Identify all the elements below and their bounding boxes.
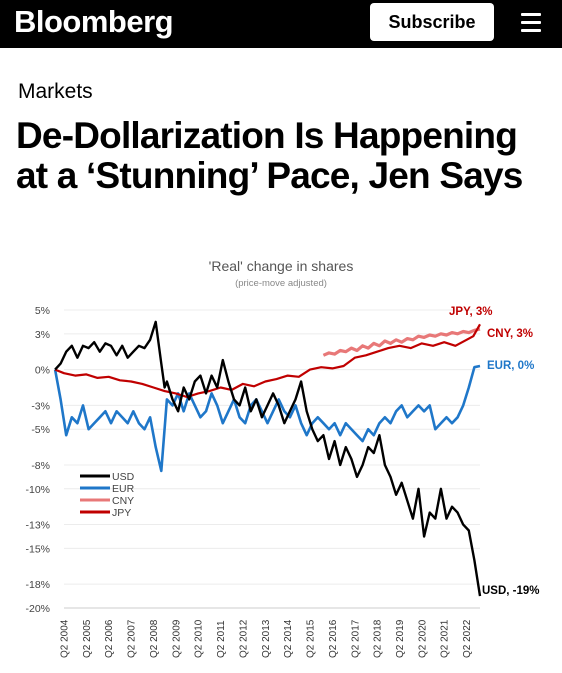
- y-tick-label: 3%: [35, 329, 50, 341]
- chart-container: 'Real' change in shares (price-move adju…: [0, 250, 562, 668]
- x-tick-label: Q2 2004: [60, 619, 71, 658]
- y-tick-label: -20%: [25, 603, 50, 615]
- series-end-labels: USD, -19% EUR, 0% CNY, 3% JPY, 3%: [449, 306, 540, 597]
- y-tick-label: 5%: [35, 305, 50, 317]
- x-tick-label: Q2 2012: [238, 619, 249, 658]
- x-tick-label: Q2 2007: [127, 619, 138, 658]
- x-tick-label: Q2 2009: [171, 619, 182, 658]
- y-axis-ticks: 5% 3% 0% -3% -5% -8% -10% -13% -15% -18% -20%: [25, 305, 50, 615]
- x-tick-label: Q2 2008: [149, 619, 160, 658]
- subscribe-button[interactable]: Subscribe: [370, 3, 494, 41]
- series-line-eur: [53, 364, 481, 473]
- series-line-usd: [54, 320, 482, 597]
- legend-label-eur: EUR: [112, 483, 135, 495]
- legend-label-jpy: JPY: [112, 507, 131, 519]
- x-tick-label: Q2 2013: [261, 619, 272, 658]
- x-tick-label: Q2 2018: [373, 619, 384, 658]
- legend-label-usd: USD: [112, 471, 135, 483]
- y-tick-label: -5%: [31, 424, 50, 436]
- chart-grid: [64, 309, 480, 609]
- x-axis-ticks: Q2 2004 Q2 2005 Q2 2006 Q2 2007 Q2 2008 Q2 20…: [60, 619, 474, 658]
- chart-series: [53, 320, 482, 597]
- end-label-cny: CNY, 3%: [487, 328, 533, 340]
- y-tick-label: -10%: [25, 484, 50, 496]
- x-tick-label: Q2 2017: [350, 619, 361, 658]
- x-tick-label: Q2 2020: [417, 619, 428, 658]
- y-tick-label: -15%: [25, 543, 50, 555]
- article-headline: De-Dollarization Is Happening at a ‘Stun…: [16, 115, 523, 196]
- x-tick-label: Q2 2014: [283, 619, 294, 658]
- x-tick-label: Q2 2021: [440, 619, 451, 658]
- top-navigation-bar: Bloomberg Subscribe: [0, 0, 562, 48]
- y-tick-label: 0%: [35, 365, 50, 377]
- x-tick-label: Q2 2019: [395, 619, 406, 658]
- y-tick-label: -18%: [25, 579, 50, 591]
- series-line-cny: [322, 327, 481, 357]
- hamburger-menu-icon[interactable]: [521, 13, 547, 33]
- chart-subtitle: (price-move adjusted): [235, 278, 327, 289]
- series-line-jpy: [54, 323, 481, 399]
- end-label-usd: USD, -19%: [482, 585, 540, 597]
- x-tick-label: Q2 2006: [104, 619, 115, 658]
- line-chart: 'Real' change in shares (price-move adju…: [25, 258, 540, 658]
- bloomberg-logo[interactable]: Bloomberg: [14, 4, 174, 39]
- section-label[interactable]: Markets: [18, 80, 93, 103]
- x-tick-label: Q2 2011: [216, 620, 227, 658]
- chart-title: 'Real' change in shares: [209, 258, 354, 274]
- end-label-jpy: JPY, 3%: [449, 306, 492, 318]
- end-label-eur: EUR, 0%: [487, 360, 534, 372]
- x-tick-label: Q2 2015: [306, 619, 317, 658]
- legend-label-cny: CNY: [112, 495, 134, 507]
- y-tick-label: -3%: [31, 400, 50, 412]
- x-tick-label: Q2 2022: [462, 619, 473, 658]
- x-tick-label: Q2 2005: [82, 619, 93, 658]
- y-tick-label: -13%: [25, 520, 50, 532]
- x-tick-label: Q2 2016: [328, 619, 339, 658]
- x-tick-label: Q2 2010: [194, 619, 205, 658]
- y-tick-label: -8%: [31, 460, 50, 472]
